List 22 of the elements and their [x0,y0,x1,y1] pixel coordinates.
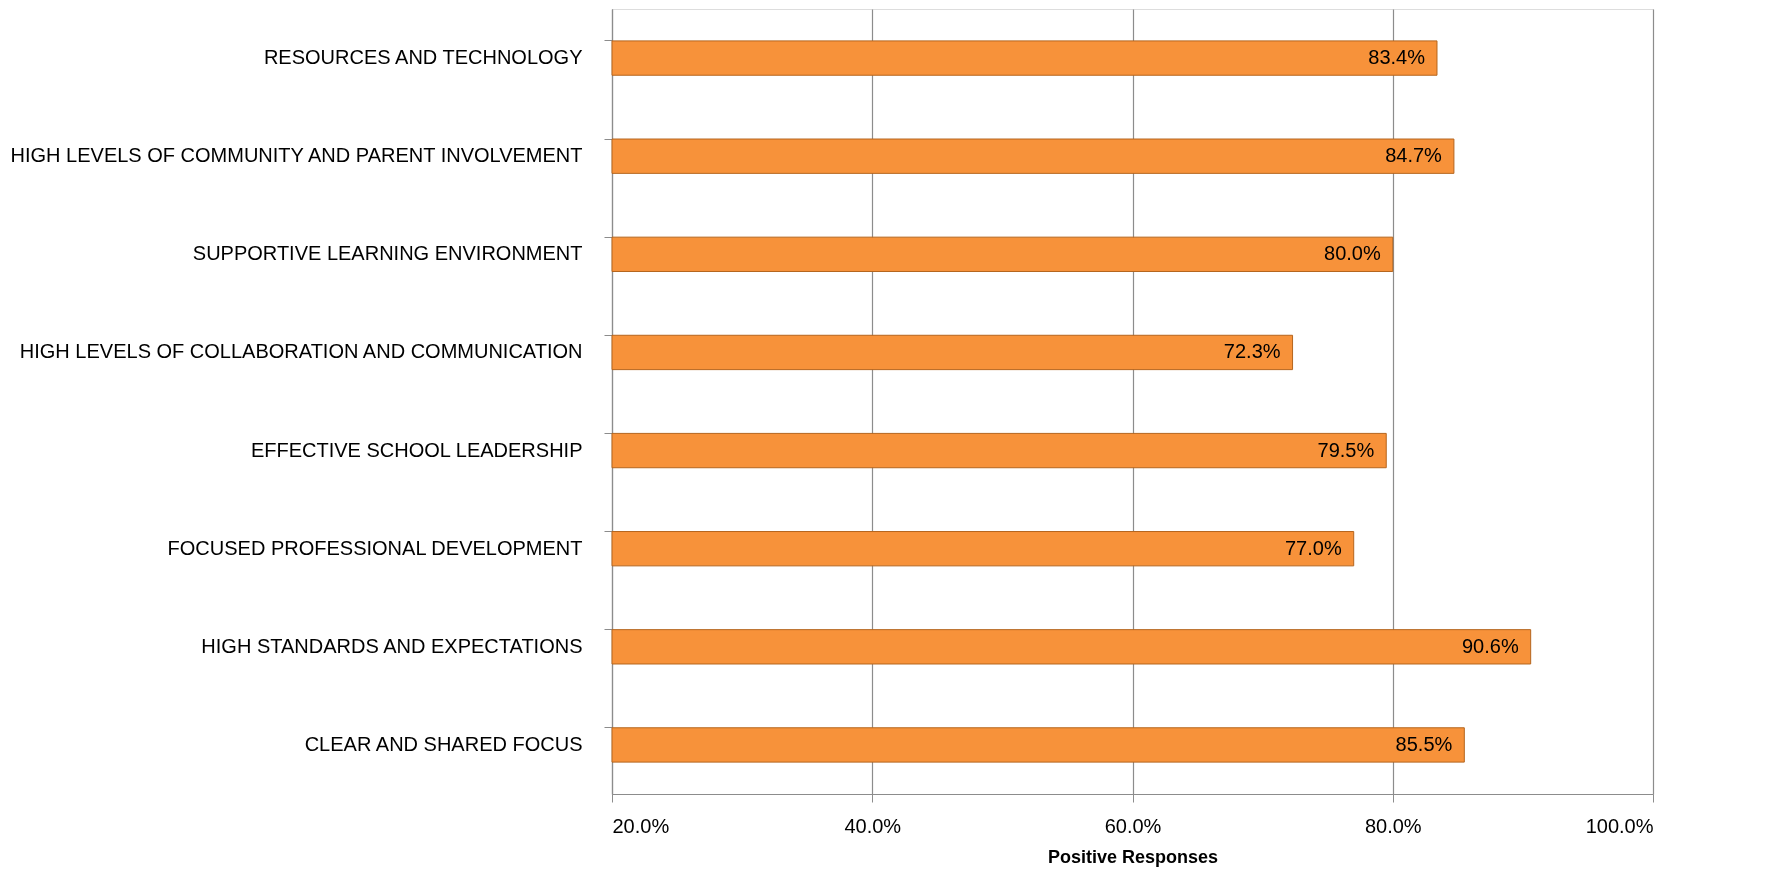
y-tick-label: FOCUSED PROFESSIONAL DEVELOPMENT [167,536,583,559]
y-tick-label: HIGH LEVELS OF COMMUNITY AND PARENT INVOLVEMENT [10,144,583,167]
data-label: 84.7% [1385,144,1443,167]
y-tick-label: RESOURCES AND TECHNOLOGY [263,46,583,69]
y-tick-label: HIGH STANDARDS AND EXPECTATIONS [201,634,583,657]
x-tick-label: 60.0% [1104,814,1162,837]
y-tick-label: CLEAR AND SHARED FOCUS [304,732,583,755]
data-label: 90.6% [1461,634,1519,657]
data-label: 83.4% [1368,46,1426,69]
y-tick-label: SUPPORTIVE LEARNING ENVIRONMENT [192,242,583,265]
x-axis-title: Positive Responses [1047,846,1219,867]
x-tick-label: 100.0% [1585,814,1654,837]
x-tick-label: 40.0% [844,814,902,837]
data-label: 72.3% [1223,340,1281,363]
y-tick-label: HIGH LEVELS OF COLLABORATION AND COMMUNICATION [19,340,583,363]
data-label: 85.5% [1395,732,1453,755]
data-label: 79.5% [1317,438,1375,461]
x-tick-label: 20.0% [612,814,670,837]
data-label: 80.0% [1324,242,1381,265]
x-tick-label: 80.0% [1364,814,1422,837]
data-label: 77.0% [1284,536,1342,559]
y-tick-label: EFFECTIVE SCHOOL LEADERSHIP [250,438,583,461]
